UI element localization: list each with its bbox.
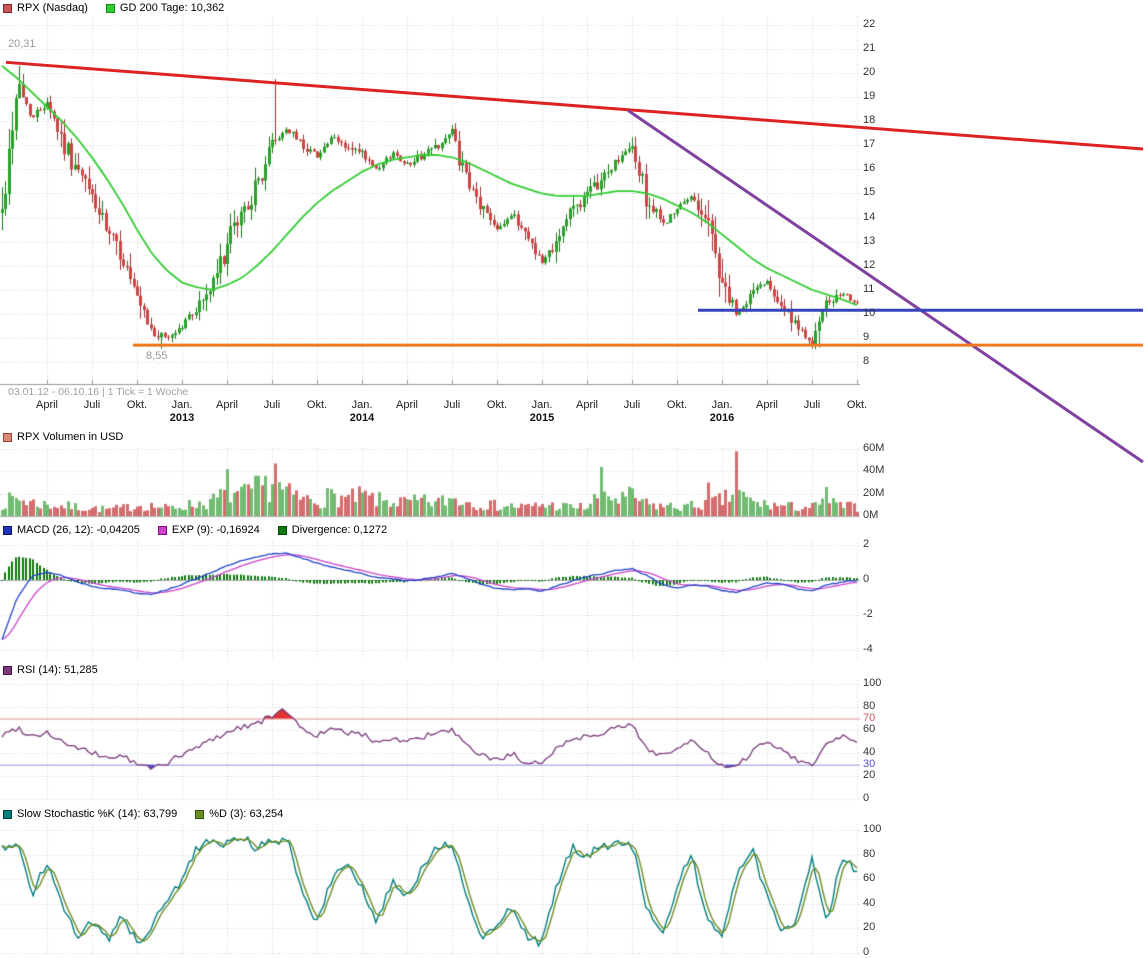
volume-panel-legend: RPX Volumen in USD	[3, 431, 123, 443]
rsi-chart-canvas	[0, 678, 1144, 802]
legend-label: MACD (26, 12): -0,04205	[17, 524, 140, 536]
legend-item-stoch-d: %D (3): 63,254	[195, 808, 283, 820]
legend-label: RSI (14): 51,285	[17, 664, 98, 676]
alltime-low-label: 8,55	[146, 350, 168, 362]
price-chart-canvas	[0, 14, 1144, 386]
legend-item-volume: RPX Volumen in USD	[3, 431, 123, 443]
legend-label: %D (3): 63,254	[209, 808, 284, 820]
divergence-series-swatch-icon	[277, 525, 287, 535]
axis-year-label: 2015	[529, 412, 555, 424]
legend-item-rpx: RPX (Nasdaq)	[3, 2, 88, 14]
candlestick-series-swatch-icon	[3, 3, 12, 13]
legend-label: RPX (Nasdaq)	[17, 2, 88, 14]
legend-label: GD 200 Tage: 10,362	[119, 2, 225, 14]
macd-chart-canvas	[0, 538, 1144, 660]
axis-tick-label: Jan.	[531, 399, 553, 411]
axis-tick-label: Okt.	[306, 399, 328, 411]
rsi-series-swatch-icon	[3, 665, 12, 675]
legend-label: Slow Stochastic %K (14): 63,799	[17, 808, 178, 820]
axis-tick-label: April	[35, 399, 58, 411]
axis-tick-label: Okt.	[666, 399, 688, 411]
legend-label: EXP (9): -0,16924	[171, 524, 260, 536]
axis-tick-label: Juli	[443, 399, 461, 411]
date-range-footnote: 03.01.12 - 06.10.16 | 1 Tick = 1 Woche	[8, 386, 189, 398]
rsi-panel-legend: RSI (14): 51,285	[3, 664, 98, 676]
legend-label: Divergence: 0,1272	[291, 524, 388, 536]
axis-tick-label: April	[395, 399, 418, 411]
legend-item-gd200: GD 200 Tage: 10,362	[105, 2, 225, 14]
alltime-high-label: 20,31	[8, 38, 36, 50]
x-axis-labels: April Juli Okt. Jan. April Juli Okt. Jan. April J…	[0, 399, 1144, 427]
stochastic-panel-legend: Slow Stochastic %K (14): 63,799 %D (3): …	[3, 808, 283, 820]
axis-tick-label: Juli	[263, 399, 281, 411]
legend-item-macd: MACD (26, 12): -0,04205	[3, 524, 140, 536]
volume-chart-canvas	[0, 446, 1144, 518]
axis-year-label: 2014	[349, 412, 375, 424]
legend-item-rsi: RSI (14): 51,285	[3, 664, 98, 676]
gd200-series-swatch-icon	[105, 3, 115, 13]
exp-series-swatch-icon	[157, 525, 167, 535]
macd-series-swatch-icon	[3, 525, 12, 535]
macd-panel-legend: MACD (26, 12): -0,04205 EXP (9): -0,1692…	[3, 524, 387, 536]
axis-tick-label: April	[215, 399, 238, 411]
legend-item-exp: EXP (9): -0,16924	[157, 524, 260, 536]
legend-item-divergence: Divergence: 0,1272	[277, 524, 388, 536]
axis-tick-label: Juli	[623, 399, 641, 411]
stochastic-d-swatch-icon	[195, 809, 205, 819]
axis-tick-label: Okt.	[486, 399, 508, 411]
stochastic-k-swatch-icon	[3, 809, 12, 819]
axis-tick-label: Juli	[803, 399, 821, 411]
legend-label: RPX Volumen in USD	[17, 431, 124, 443]
legend-item-stoch-k: Slow Stochastic %K (14): 63,799	[3, 808, 177, 820]
axis-year-label: 2016	[709, 412, 735, 424]
axis-tick-label: Jan.	[711, 399, 733, 411]
axis-tick-label: Juli	[83, 399, 101, 411]
axis-year-label: 2013	[169, 412, 195, 424]
axis-tick-label: Jan.	[351, 399, 373, 411]
axis-tick-label: April	[575, 399, 598, 411]
price-chart-legend: RPX (Nasdaq) GD 200 Tage: 10,362	[3, 2, 224, 14]
axis-tick-label: Jan.	[171, 399, 193, 411]
stochastic-chart-canvas	[0, 822, 1144, 958]
axis-tick-label: Okt.	[846, 399, 868, 411]
axis-tick-label: Okt.	[126, 399, 148, 411]
volume-series-swatch-icon	[3, 432, 12, 442]
axis-tick-label: April	[755, 399, 778, 411]
